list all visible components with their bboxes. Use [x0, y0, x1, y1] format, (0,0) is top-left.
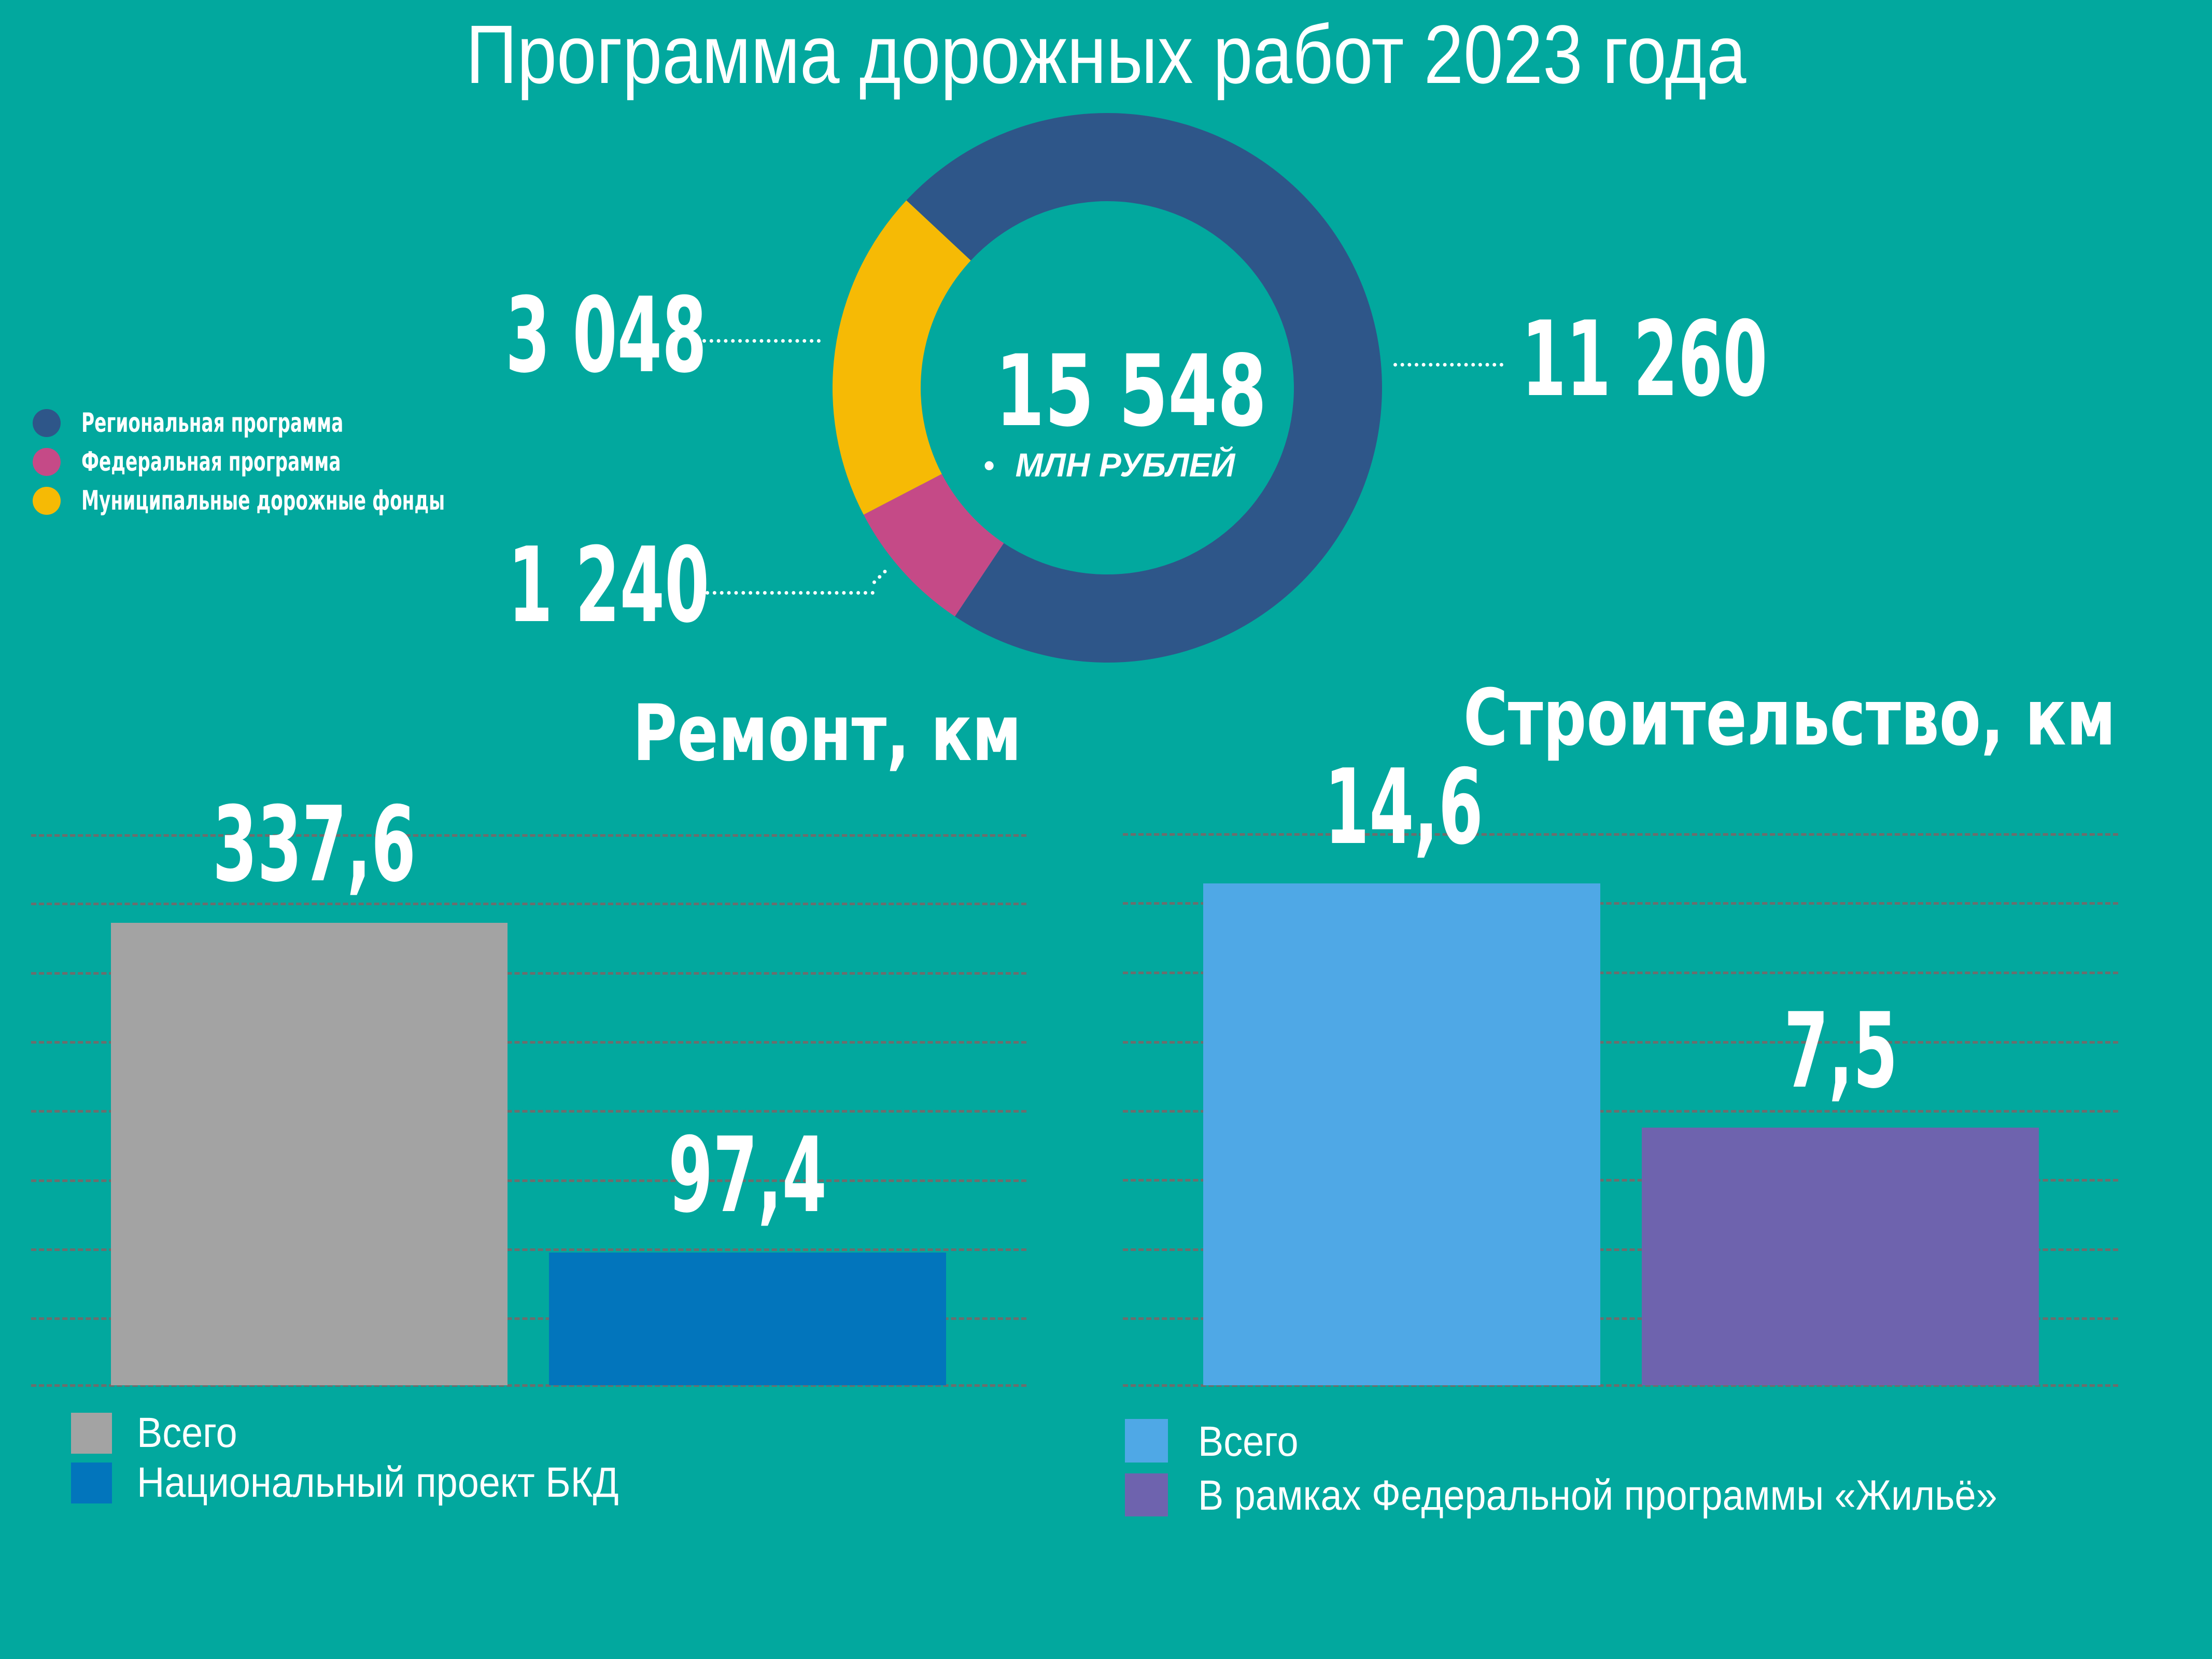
legend-item-regional: Региональная программа	[33, 407, 478, 439]
legend-label: Всего	[137, 1409, 237, 1456]
legend-dot-icon	[33, 448, 61, 476]
donut-label-federal: 1 240	[508, 525, 710, 646]
donut-unit: • МЛН РУБЛЕЙ	[964, 446, 1255, 484]
legend-label: В рамках Федеральной программы «Жильё»	[1198, 1472, 1997, 1519]
legend-swatch-icon	[1125, 1473, 1168, 1516]
donut-segment-federal	[863, 474, 1004, 616]
donut-total: 15 548	[995, 334, 1267, 448]
bullet-icon: •	[983, 447, 995, 483]
construction-bar-total-value: 14,6	[1325, 747, 1483, 868]
legend-swatch-icon	[1125, 1419, 1168, 1463]
donut-segment-regional	[906, 113, 1382, 663]
donut-segment-municipal	[833, 200, 971, 515]
repair-bar-bkd-value: 97,4	[668, 1115, 827, 1236]
construction-bar-zhilye-value: 7,5	[1784, 991, 1898, 1112]
legend-label: Национальный проект БКД	[137, 1459, 619, 1506]
donut-label-regional: 11 260	[1521, 299, 1768, 420]
legend-item-federal: Федеральная программа	[33, 446, 474, 477]
leader-line-municipal	[702, 339, 821, 343]
donut-legend: Региональная программа Федеральная прогр…	[33, 407, 551, 522]
leader-line-regional	[1393, 363, 1503, 367]
donut-unit-label: МЛН РУБЛЕЙ	[1015, 446, 1235, 484]
construction-chart-title: Строительство, км	[1463, 673, 2116, 763]
repair-bar-bkd	[549, 1253, 946, 1385]
legend-dot-icon	[33, 487, 61, 515]
legend-dot-icon	[33, 409, 61, 437]
page-title: Программа дорожных работ 2023 года	[466, 8, 1746, 101]
donut-chart	[833, 113, 1382, 663]
repair-chart-title: Ремонт, км	[633, 688, 1022, 779]
legend-swatch-icon	[71, 1463, 112, 1503]
legend-item-municipal: Муниципальные дорожные фонды	[33, 485, 632, 516]
donut-label-municipal: 3 048	[505, 275, 707, 396]
construction-bar-zhilye	[1642, 1128, 2039, 1385]
repair-bar-total-value: 337,6	[213, 784, 416, 905]
legend-label: Федеральная программа	[81, 446, 341, 477]
legend-label: Муниципальные дорожные фонды	[81, 485, 445, 516]
repair-bar-total	[111, 923, 508, 1385]
legend-swatch-icon	[71, 1413, 112, 1454]
legend-label: Всего	[1198, 1418, 1299, 1465]
legend-label: Региональная программа	[81, 407, 344, 439]
leader-line-federal	[706, 591, 875, 595]
construction-bar-total	[1203, 883, 1600, 1385]
